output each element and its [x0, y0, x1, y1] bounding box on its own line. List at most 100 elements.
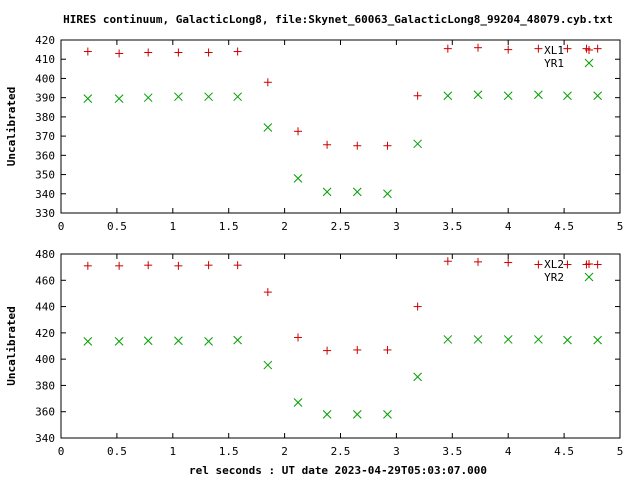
y-tick-label: 390 — [35, 92, 55, 105]
x-tick-label: 0 — [58, 220, 65, 233]
data-point — [474, 257, 483, 266]
data-point — [413, 372, 422, 382]
data-point — [443, 91, 453, 101]
data-point — [323, 140, 332, 149]
y-tick-label: 420 — [35, 34, 55, 47]
data-point — [503, 91, 513, 101]
y-tick-label: 410 — [35, 53, 55, 66]
data-point — [83, 47, 92, 56]
x-tick-label: 4 — [505, 445, 512, 458]
data-point — [233, 261, 242, 270]
x-tick-label: 2.5 — [331, 220, 351, 233]
data-point — [293, 398, 303, 407]
x-tick-label: 5 — [617, 445, 624, 458]
data-point — [322, 187, 332, 197]
data-point — [443, 335, 453, 344]
data-point — [353, 345, 362, 354]
x-tick-label: 4 — [505, 220, 512, 233]
data-point — [143, 336, 153, 346]
data-point — [293, 174, 303, 183]
legend-label: YR1 — [544, 57, 564, 70]
data-point — [593, 260, 602, 269]
series-yr2 — [83, 335, 602, 419]
x-tick-label: 0.5 — [107, 220, 127, 233]
data-point — [233, 335, 242, 345]
data-point — [204, 261, 213, 270]
y-tick-label: 440 — [35, 301, 55, 314]
x-tick-label: 0.5 — [107, 445, 127, 458]
data-point — [174, 92, 183, 102]
y-tick-label: 360 — [35, 149, 55, 162]
data-point — [115, 49, 124, 58]
x-tick-label: 3.5 — [442, 445, 462, 458]
y-tick-label: 340 — [35, 432, 55, 445]
panel-2: 0 0.5 1 1.5 2 2.5 3 3.5 4 4.5 5 340 360 380 400 420 440 4… — [5, 248, 623, 458]
y-tick-label: 420 — [35, 327, 55, 340]
data-point — [322, 409, 332, 419]
data-point — [144, 261, 153, 270]
legend-marker — [585, 260, 593, 268]
x-tick-label: 4.5 — [554, 445, 574, 458]
x-tick-label: 1 — [169, 445, 176, 458]
data-point — [114, 337, 124, 346]
data-point — [563, 335, 572, 345]
y-axis-label: Uncalibrated — [5, 306, 18, 385]
x-tick-label: 1.5 — [219, 220, 239, 233]
data-point — [504, 258, 513, 267]
plot-frame — [60, 253, 621, 439]
data-point — [174, 261, 183, 270]
data-point — [413, 302, 422, 311]
data-point — [174, 48, 183, 57]
data-point — [294, 333, 303, 342]
data-point — [413, 91, 422, 100]
series-xl2 — [83, 257, 602, 355]
x-tick-label: 3.5 — [442, 220, 462, 233]
data-point — [413, 139, 422, 149]
data-point — [443, 257, 452, 266]
data-point — [534, 260, 543, 269]
data-point — [474, 43, 483, 52]
x-tick-label: 2 — [281, 220, 288, 233]
y-tick-label: 330 — [35, 207, 55, 220]
data-point — [115, 261, 124, 270]
y-tick-label: 380 — [35, 111, 55, 124]
x-tick-label: 3 — [393, 220, 400, 233]
y-tick-label: 370 — [35, 130, 55, 143]
data-point — [174, 336, 183, 346]
data-point — [563, 44, 572, 53]
data-point — [204, 48, 213, 57]
chart-title: HIRES continuum, GalacticLong8, file:Sky… — [63, 13, 613, 26]
series-yr1 — [83, 90, 602, 199]
data-point — [563, 91, 572, 101]
x-tick-label: 1 — [169, 220, 176, 233]
data-point — [473, 90, 483, 100]
data-point — [383, 409, 392, 419]
data-point — [83, 337, 93, 346]
x-axis-label: rel seconds : UT date 2023-04-29T05:03:0… — [189, 464, 487, 477]
data-point — [263, 123, 273, 132]
data-point — [144, 48, 153, 57]
data-point — [143, 93, 153, 103]
x-tick-label: 3 — [393, 445, 400, 458]
x-tick-label: 4.5 — [554, 220, 574, 233]
data-point — [473, 335, 483, 344]
y-tick-label: 400 — [35, 353, 55, 366]
x-tick-label: 5 — [617, 220, 624, 233]
data-point — [383, 189, 392, 199]
data-point — [233, 92, 242, 102]
x-tick-label: 2 — [281, 445, 288, 458]
series-xl1 — [83, 43, 602, 150]
data-point — [114, 94, 124, 103]
y-axis-label: Uncalibrated — [5, 87, 18, 166]
data-point — [503, 335, 513, 344]
legend-marker — [584, 58, 594, 68]
legend-label: XL2 — [544, 258, 564, 271]
y-tick-label: 340 — [35, 188, 55, 201]
y-tick-label: 360 — [35, 406, 55, 419]
data-point — [383, 345, 392, 354]
data-point — [593, 91, 602, 101]
data-point — [204, 337, 213, 346]
legend-label: XL1 — [544, 44, 564, 57]
data-point — [352, 187, 362, 197]
